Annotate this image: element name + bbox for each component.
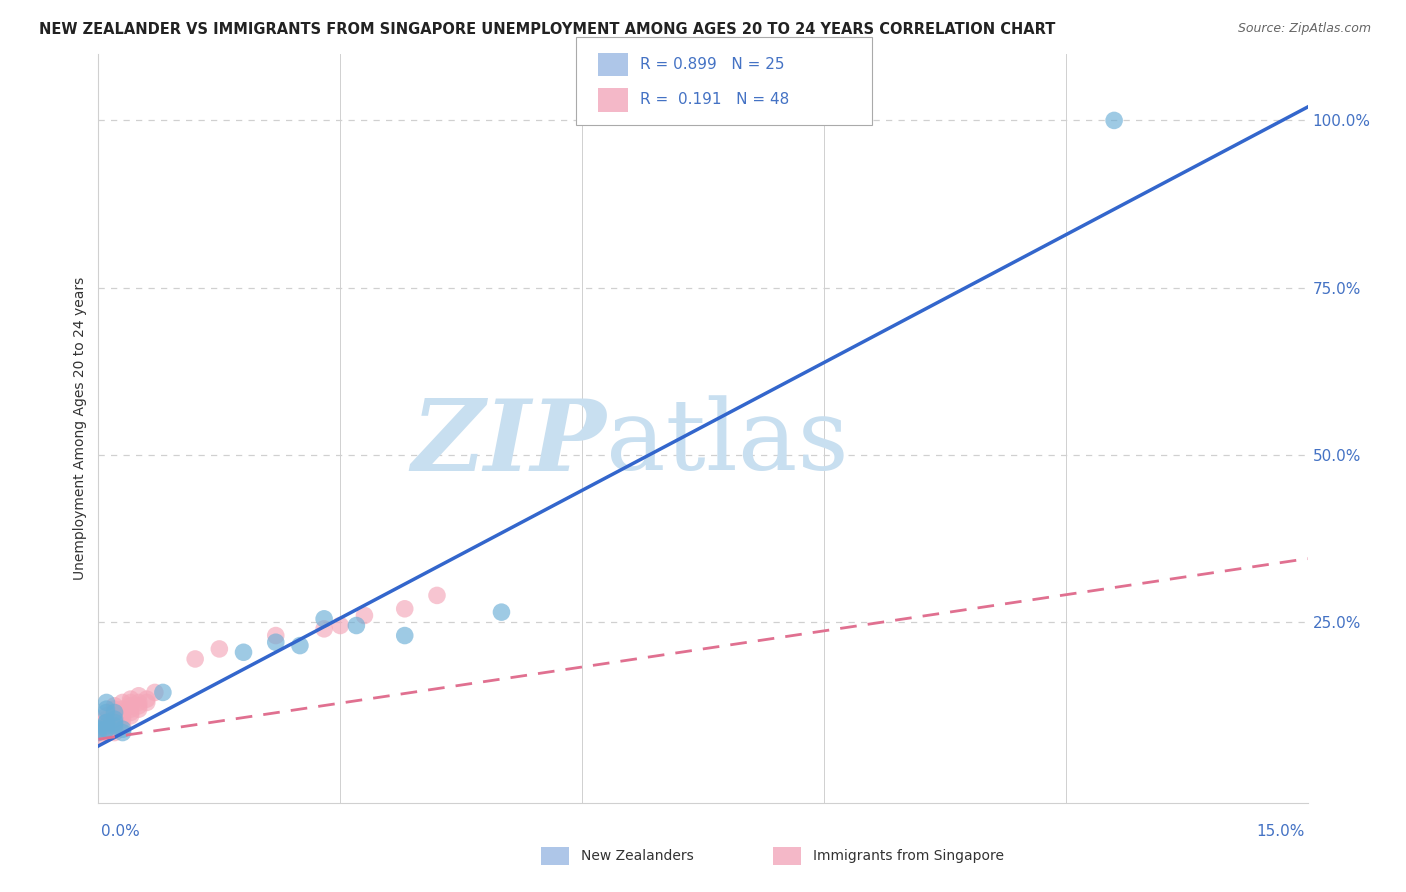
Point (111, 712, 134, 726)
Text: ZIP: ZIP (412, 395, 606, 491)
Point (288, 639, 311, 653)
Point (96, 723, 118, 737)
Point (103, 706, 125, 720)
Point (152, 685, 174, 699)
Text: atlas: atlas (606, 395, 849, 491)
Point (103, 712, 125, 726)
Point (103, 712, 125, 726)
Point (103, 719, 125, 733)
Point (264, 635, 287, 649)
Point (111, 702, 134, 716)
Point (111, 719, 134, 733)
Point (87, 725, 110, 739)
Point (103, 723, 125, 737)
Point (120, 696, 142, 710)
Point (208, 642, 231, 657)
Text: Source: ZipAtlas.com: Source: ZipAtlas.com (1237, 22, 1371, 36)
Y-axis label: Unemployment Among Ages 20 to 24 years: Unemployment Among Ages 20 to 24 years (73, 277, 87, 580)
Point (314, 612, 336, 626)
Point (120, 692, 142, 706)
Point (111, 723, 134, 737)
Text: R =  0.191   N = 48: R = 0.191 N = 48 (640, 93, 789, 107)
Point (103, 698, 125, 713)
Point (128, 689, 150, 703)
Point (96, 723, 118, 737)
Point (491, 605, 513, 619)
Point (111, 725, 134, 739)
Point (111, 706, 134, 720)
Point (87, 723, 110, 737)
Text: 0.0%: 0.0% (101, 824, 141, 838)
Point (426, 589, 449, 603)
Text: R = 0.899   N = 25: R = 0.899 N = 25 (640, 57, 785, 71)
Point (329, 618, 352, 632)
Point (87, 729, 110, 743)
Point (96, 719, 118, 733)
Point (96, 706, 118, 720)
Point (264, 629, 287, 643)
Text: 15.0%: 15.0% (1257, 824, 1305, 838)
Point (128, 696, 150, 710)
Point (103, 715, 125, 730)
Point (344, 618, 367, 632)
Point (120, 708, 142, 723)
Point (96, 696, 118, 710)
Text: Immigrants from Singapore: Immigrants from Singapore (813, 849, 1004, 863)
Point (103, 723, 125, 737)
Point (120, 706, 142, 720)
Point (96, 712, 118, 726)
Point (120, 698, 142, 713)
Point (394, 602, 416, 616)
Point (314, 622, 336, 636)
Point (184, 652, 207, 666)
Point (103, 706, 125, 720)
Text: NEW ZEALANDER VS IMMIGRANTS FROM SINGAPORE UNEMPLOYMENT AMONG AGES 20 TO 24 YEAR: NEW ZEALANDER VS IMMIGRANTS FROM SINGAPO… (39, 22, 1056, 37)
Point (96, 702, 118, 716)
Point (103, 708, 125, 723)
Point (353, 608, 375, 623)
Point (394, 629, 416, 643)
Point (96, 725, 118, 739)
Point (111, 708, 134, 723)
Point (135, 696, 157, 710)
Point (103, 719, 125, 733)
Point (103, 702, 125, 716)
Point (128, 702, 150, 716)
Point (128, 698, 150, 713)
Point (96, 719, 118, 733)
Point (232, 645, 254, 659)
Point (96, 723, 118, 737)
Point (96, 715, 118, 730)
Point (87, 723, 110, 737)
Point (96, 725, 118, 739)
Point (111, 696, 134, 710)
Point (96, 715, 118, 730)
Text: New Zealanders: New Zealanders (581, 849, 693, 863)
Point (103, 725, 125, 739)
Point (103, 715, 125, 730)
Point (96, 719, 118, 733)
Point (120, 702, 142, 716)
Point (87, 725, 110, 739)
Point (96, 708, 118, 723)
Point (135, 692, 157, 706)
Point (143, 685, 166, 699)
Point (1102, 113, 1125, 128)
Point (96, 715, 118, 730)
